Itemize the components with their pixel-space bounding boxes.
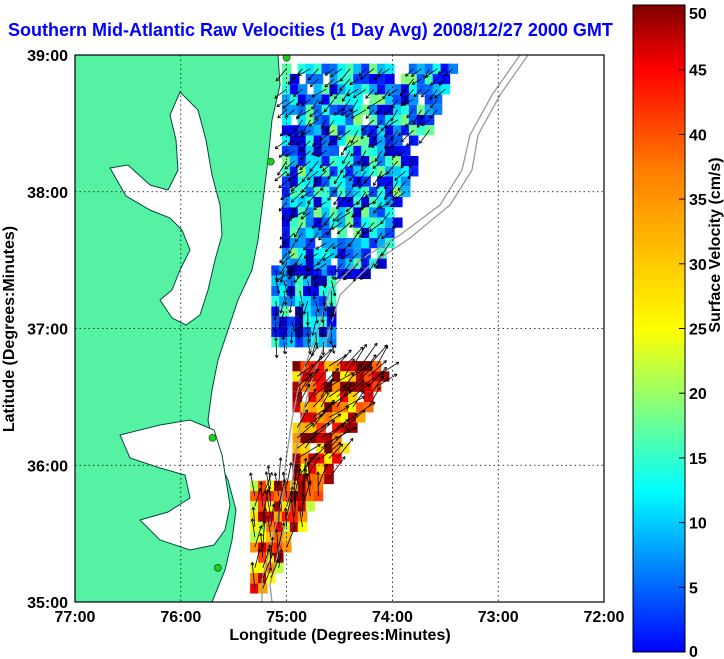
colorbar-tick-label: 15 (689, 451, 707, 468)
x-tick-label: 76:00 (160, 609, 201, 626)
y-tick-labels: 39:00 38:00 37:00 36:00 35:00 (27, 48, 68, 612)
x-tick-label: 75:00 (266, 609, 307, 626)
chesapeake-bay (109, 91, 223, 326)
y-tick-label: 37:00 (27, 322, 68, 339)
colorbar-tick-label: 10 (689, 516, 707, 533)
colorbar-tick-label: 5 (689, 580, 698, 597)
radar-stations (208, 55, 291, 572)
radar-station (282, 55, 291, 62)
x-axis-label: Longitude (Degrees:Minutes) (229, 627, 450, 644)
colorbar-tick-label: 50 (689, 6, 707, 23)
y-axis-label: Latitude (Degrees:Minutes) (1, 226, 18, 432)
axes-frame (74, 54, 605, 603)
colorbar-label: Surface Velocity (cm/s) (707, 157, 724, 332)
x-tick-label: 73:00 (478, 609, 519, 626)
colorbar-tick-label: 20 (689, 386, 707, 403)
colorbar-tick-label: 0 (689, 644, 698, 659)
colorbar-tick-label: 30 (689, 257, 707, 274)
colorbar-tick-label: 35 (689, 192, 707, 209)
y-tick-label: 38:00 (27, 185, 68, 202)
radar-station (208, 433, 217, 442)
lat-lon-grid (75, 55, 604, 602)
x-tick-label: 72:00 (584, 609, 625, 626)
x-tick-label: 77:00 (55, 609, 96, 626)
radar-station (266, 157, 275, 166)
y-tick-label: 35:00 (27, 595, 68, 612)
colorbar-tick-label: 40 (689, 127, 707, 144)
velocity-vectors (249, 68, 454, 589)
y-tick-label: 39:00 (27, 48, 68, 65)
colorbar (632, 4, 686, 653)
radar-station (213, 563, 222, 572)
y-tick-label: 36:00 (27, 458, 68, 475)
x-tick-labels: 77:00 76:00 75:00 74:00 73:00 72:00 (55, 609, 625, 626)
colorbar-tick-label: 25 (689, 322, 707, 339)
colorbar-tick-label: 45 (689, 63, 707, 80)
map-title: Southern Mid-Atlantic Raw Velocities (1 … (8, 20, 613, 40)
x-tick-label: 74:00 (372, 609, 413, 626)
